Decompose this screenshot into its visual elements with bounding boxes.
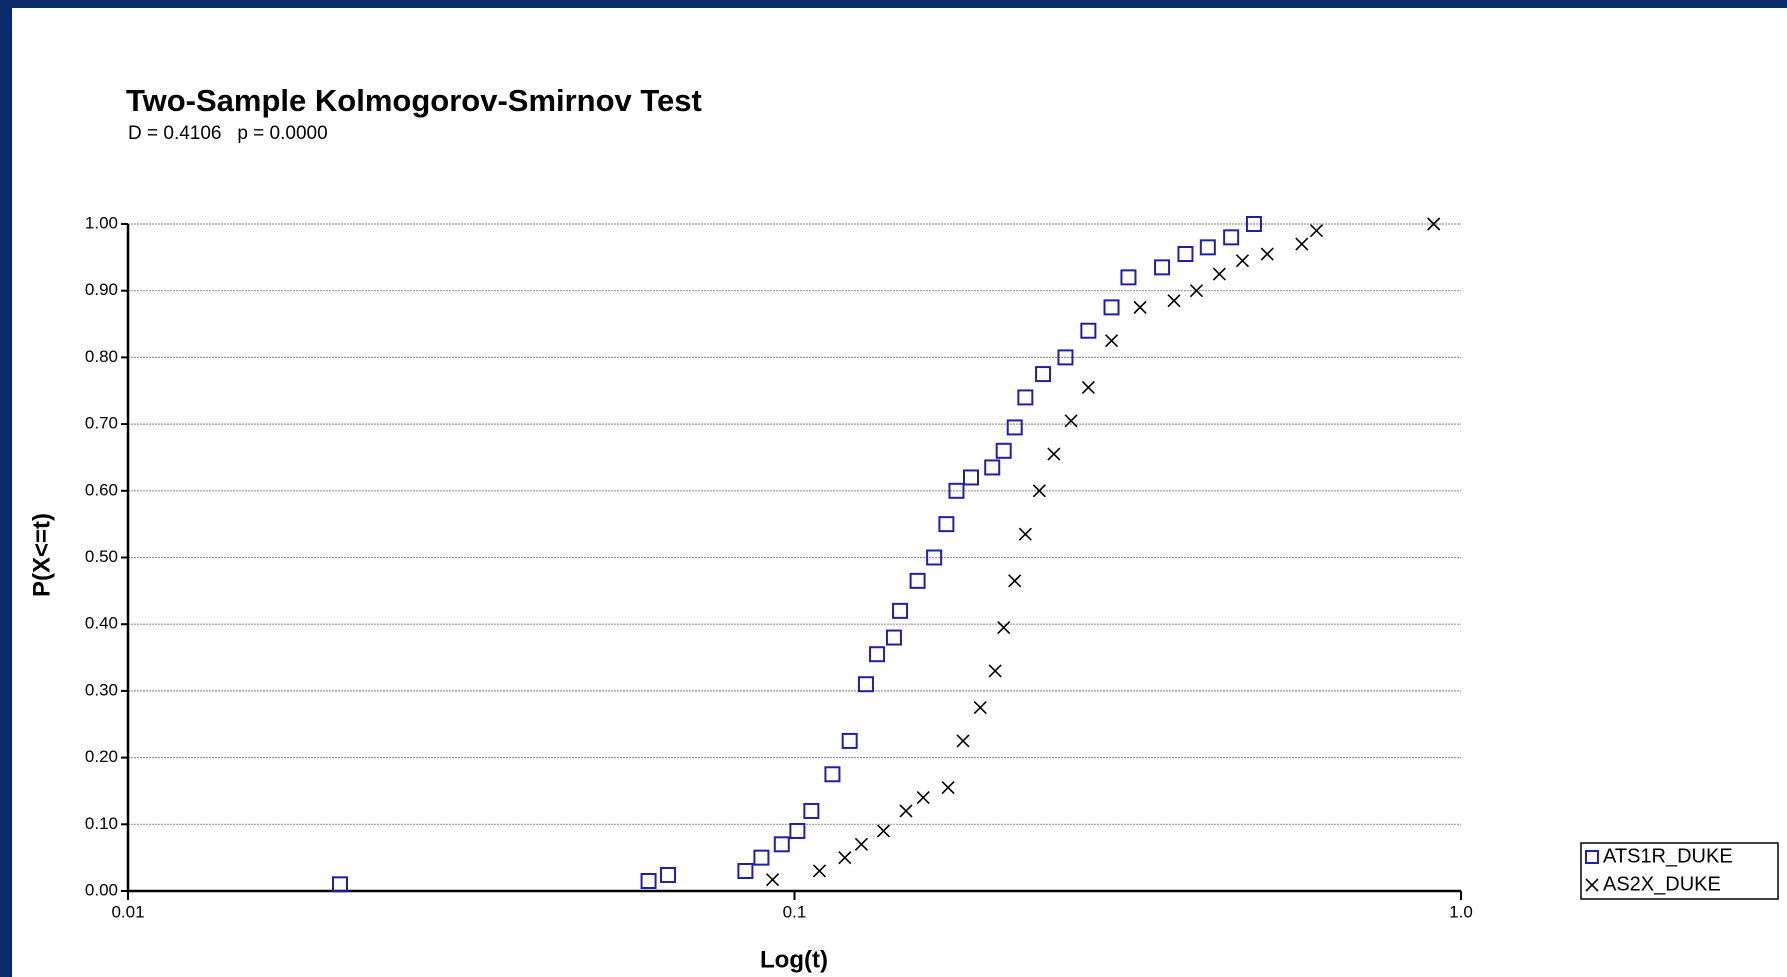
point [956, 734, 970, 748]
y-tick-label: 0.50 [85, 547, 118, 566]
y-tick-label: 0.90 [85, 280, 118, 299]
point [1167, 294, 1181, 308]
point [1104, 334, 1119, 348]
point [1008, 574, 1022, 588]
point [869, 646, 886, 663]
y-tick-label: 0.10 [85, 814, 118, 833]
point [1035, 366, 1052, 383]
legend-marker [1585, 850, 1599, 864]
point [973, 701, 987, 715]
y-tick-label: 0.20 [85, 747, 118, 766]
point [854, 837, 868, 851]
point [1120, 269, 1137, 286]
point [1295, 237, 1309, 251]
point [926, 549, 943, 566]
point [803, 802, 820, 819]
point [1017, 389, 1034, 406]
point [941, 781, 955, 795]
point [1189, 284, 1204, 298]
point [1235, 254, 1250, 268]
x-axis-label: Log(t) [760, 946, 828, 973]
point [1212, 267, 1226, 281]
point [1018, 527, 1032, 541]
point [948, 482, 965, 499]
point [1260, 247, 1274, 261]
point [660, 866, 677, 883]
point [899, 804, 913, 818]
point [916, 791, 930, 805]
y-tick-label: 0.60 [85, 480, 118, 499]
point [1427, 217, 1441, 231]
point [1199, 239, 1216, 256]
x-tick-label: 0.01 [111, 902, 144, 921]
point [1103, 299, 1120, 316]
point [1006, 419, 1023, 436]
point [640, 872, 657, 889]
point [876, 824, 891, 838]
y-tick-label: 0.00 [85, 880, 118, 899]
y-tick-label: 0.30 [85, 680, 118, 699]
point [984, 459, 1001, 476]
point [909, 572, 926, 589]
y-tick-label: 1.00 [85, 213, 118, 232]
point [1057, 349, 1074, 366]
point [838, 851, 852, 865]
legend-box [1580, 842, 1779, 900]
chart-title: Two-Sample Kolmogorov-Smirnov Test [126, 83, 702, 118]
point [1177, 246, 1194, 263]
point [938, 516, 955, 533]
point [841, 732, 858, 749]
x-tick-label: 1.0 [1449, 902, 1473, 921]
point [737, 862, 754, 879]
legend-label: ATS1R_DUKE [1603, 845, 1733, 867]
legend-label: AS2X_DUKE [1603, 873, 1721, 895]
chart-subtitle: D = 0.4106 p = 0.0000 [128, 123, 328, 144]
point [885, 629, 902, 646]
y-tick-label: 0.40 [85, 614, 118, 633]
point [1080, 322, 1097, 339]
point [773, 836, 790, 853]
point [1133, 300, 1147, 314]
point [824, 766, 841, 783]
point [995, 442, 1012, 459]
frame [12, 8, 1787, 977]
y-tick-label: 0.80 [85, 347, 118, 366]
point [857, 676, 874, 693]
point [997, 620, 1011, 635]
point [988, 664, 1002, 678]
x-tick-label: 0.1 [783, 902, 807, 921]
point [1064, 414, 1078, 428]
legend-marker [1585, 878, 1599, 892]
y-tick-label: 0.70 [85, 414, 118, 433]
point [765, 873, 780, 887]
point [963, 469, 980, 486]
y-axis-label: P(X<=t) [28, 513, 55, 597]
point [1032, 484, 1046, 498]
point [753, 849, 770, 866]
point [1154, 259, 1171, 276]
point [812, 864, 827, 878]
point [1081, 380, 1095, 394]
point [1309, 224, 1324, 238]
point [1245, 216, 1262, 232]
point [331, 876, 348, 893]
point [789, 822, 806, 839]
point [1047, 447, 1061, 461]
point [1223, 229, 1240, 246]
point [892, 602, 909, 619]
